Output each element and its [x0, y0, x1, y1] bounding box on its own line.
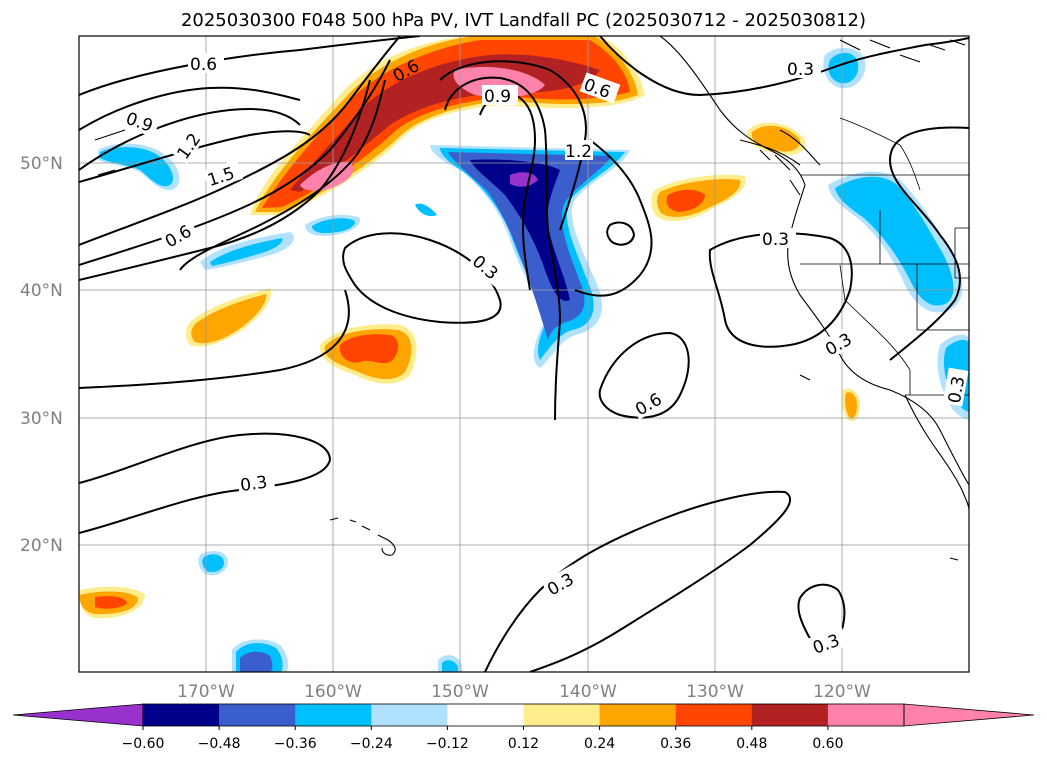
lon-tick-labels: 170°W 160°W 150°W 140°W 130°W 120°W: [177, 682, 871, 702]
lat-tick-label: 50°N: [20, 154, 63, 174]
colorbar-segment: [143, 704, 220, 726]
colorbar-tick-label: 0.24: [584, 736, 615, 752]
colorbar-segment: [523, 704, 601, 726]
colorbar-tick-label: −0.36: [274, 736, 317, 752]
pv-contours: [79, 36, 969, 672]
contour-label: 0.3: [787, 60, 814, 80]
colorbar-segment: [371, 704, 448, 726]
colorbar-tick-label: 0.36: [660, 736, 691, 752]
lat-tick-label: 40°N: [20, 281, 63, 301]
contour-label: 0.3: [945, 375, 969, 405]
map-area: [79, 36, 969, 672]
coastlines: [94, 36, 969, 561]
lon-tick-label: 130°W: [686, 682, 744, 702]
contour-label: 0.3: [239, 473, 269, 497]
colorbar-extend-low: [12, 703, 144, 727]
lat-tick-label: 30°N: [20, 409, 63, 429]
colorbar-segment: [295, 704, 372, 726]
contour-label: 1.2: [565, 142, 592, 162]
contour-label: 0.9: [484, 87, 511, 107]
colorbar-segment: [219, 704, 296, 726]
colorbar-segment: [675, 704, 753, 726]
lon-tick-label: 140°W: [559, 682, 617, 702]
colorbar: −0.60 −0.48 −0.36 −0.24 −0.12 0.12 0.24 0.36 0.4…: [12, 703, 1035, 752]
lon-tick-label: 150°W: [431, 682, 489, 702]
colorbar-segment: [751, 704, 829, 726]
contour-label: 0.6: [190, 55, 217, 75]
colorbar-extend-high: [903, 703, 1035, 727]
colorbar-tick-label: −0.24: [350, 736, 393, 752]
colorbar-tick-label: 0.12: [508, 736, 539, 752]
country-borders: [800, 117, 969, 396]
colorbar-tick-label: 0.48: [736, 736, 767, 752]
contour-label: 0.3: [762, 230, 789, 250]
colorbar-tick-label: −0.12: [426, 736, 469, 752]
colorbar-segment: [599, 704, 677, 726]
map-title: 2025030300 F048 500 hPa PV, IVT Landfall…: [180, 10, 867, 31]
map-frame: [78, 35, 970, 673]
lat-tick-label: 20°N: [20, 536, 63, 556]
colorbar-segment: [447, 704, 524, 726]
colorbar-segment: [827, 704, 905, 726]
lon-tick-label: 170°W: [177, 682, 235, 702]
colorbar-tick-label: −0.48: [198, 736, 241, 752]
shaded-field: [79, 36, 969, 672]
lat-tick-labels: 50°N 40°N 30°N 20°N: [20, 154, 63, 556]
lon-tick-label: 160°W: [304, 682, 362, 702]
lon-tick-label: 120°W: [813, 682, 871, 702]
colorbar-tick-label: 0.60: [812, 736, 843, 752]
colorbar-tick-label: −0.60: [122, 736, 165, 752]
